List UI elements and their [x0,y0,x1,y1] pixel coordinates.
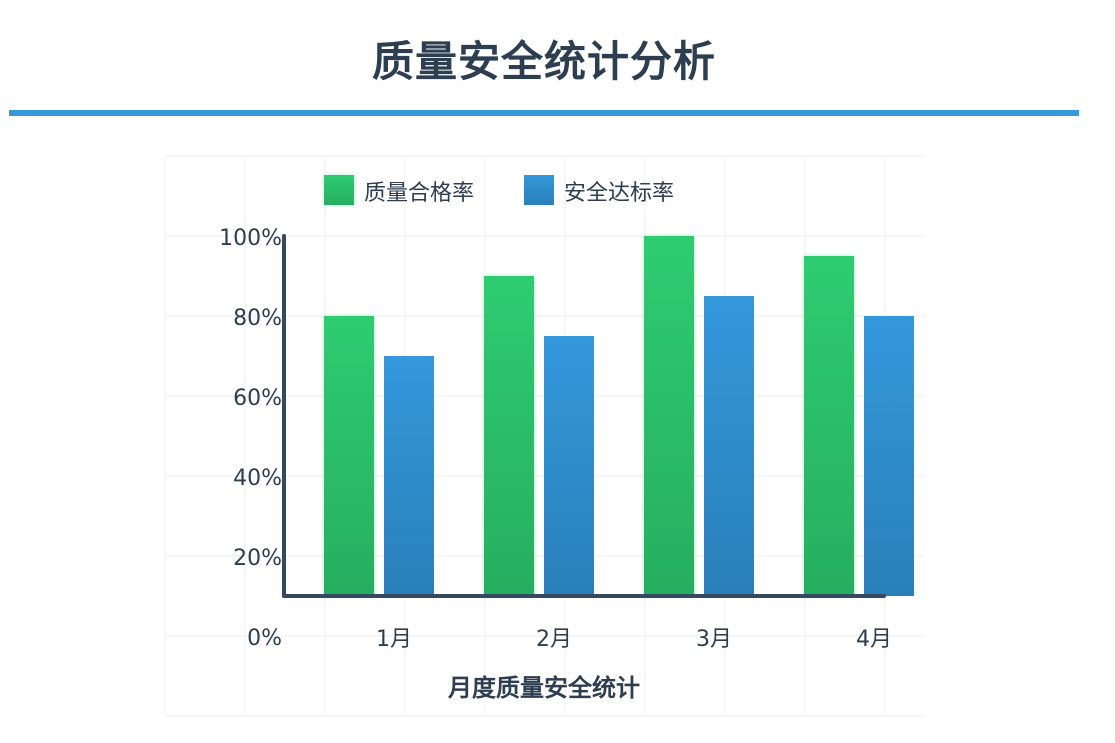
x-axis-title: 月度质量安全统计 [447,674,640,702]
y-tick-label: 80% [233,306,282,331]
title-divider [9,110,1079,116]
legend: 质量合格率 安全达标率 [324,175,674,206]
bar-quality-1 [324,316,374,596]
bar-quality-3 [644,236,694,596]
bar-safety-3 [704,296,754,596]
bar-safety-1 [384,356,434,596]
bars [324,236,914,596]
x-tick-label: 3月 [696,627,732,652]
page-title: 质量安全统计分析 [371,37,716,86]
bar-safety-2 [544,336,594,596]
y-tick-label: 0% [247,626,282,651]
y-tick-label: 100% [219,226,282,251]
legend-swatch-safety [524,175,554,205]
bar-quality-2 [484,276,534,596]
legend-swatch-quality [324,175,354,205]
x-tick-label: 4月 [856,627,892,652]
y-tick-label: 40% [233,466,282,491]
x-tick-label: 1月 [376,627,412,652]
axes [282,234,886,598]
bar-quality-4 [804,256,854,596]
x-tick-label: 2月 [536,627,572,652]
bar-safety-4 [864,316,914,596]
y-tick-label: 60% [233,386,282,411]
y-tick-label: 20% [233,546,282,571]
legend-label-quality: 质量合格率 [364,181,474,206]
legend-label-safety: 安全达标率 [564,181,674,206]
